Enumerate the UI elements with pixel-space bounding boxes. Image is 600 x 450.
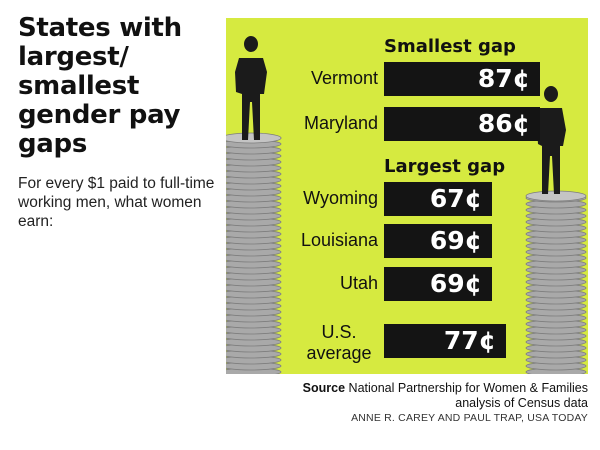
smallest-gap-heading: Smallest gap	[384, 36, 516, 57]
bar-value-label: 77¢	[443, 326, 496, 355]
man-silhouette	[235, 36, 267, 140]
coin-stacks-illustration	[226, 36, 587, 374]
credit-line: ANNE R. CAREY AND PAUL TRAP, USA TODAY	[351, 412, 588, 424]
bar: 86¢	[384, 107, 540, 141]
bar: 69¢	[384, 267, 492, 301]
state-label: Utah	[339, 273, 378, 293]
source-note: Source National Partnership for Women & …	[258, 381, 588, 411]
woman-silhouette	[537, 86, 566, 194]
state-label: U.S. average	[306, 322, 372, 363]
state-label: Vermont	[310, 68, 378, 88]
right-coin-stack	[525, 190, 587, 374]
source-label: Source	[302, 381, 346, 395]
chart-panel: Smallest gap Largest gap Vermont 87¢ Maryl…	[226, 18, 588, 374]
bar: 69¢	[384, 224, 492, 258]
bar: 77¢	[384, 324, 506, 358]
left-coin-stack	[226, 132, 282, 374]
chart-title: States with largest/ smallest gender pay…	[18, 13, 182, 159]
state-label: Louisiana	[300, 230, 378, 250]
bar-value-label: 86¢	[477, 109, 530, 138]
bar-value-label: 67¢	[429, 184, 482, 213]
chart-subtitle: For every $1 paid to full-time working m…	[18, 175, 215, 230]
source-text: National Partnership for Women & Familie…	[348, 381, 588, 410]
state-label: Maryland	[303, 113, 378, 133]
bar-value-label: 69¢	[429, 269, 482, 298]
state-label: Wyoming	[303, 188, 378, 208]
bar-value-label: 87¢	[477, 64, 530, 93]
bar: 67¢	[384, 182, 492, 216]
bar: 87¢	[384, 62, 540, 96]
largest-gap-heading: Largest gap	[384, 156, 506, 177]
bar-value-label: 69¢	[429, 226, 482, 255]
